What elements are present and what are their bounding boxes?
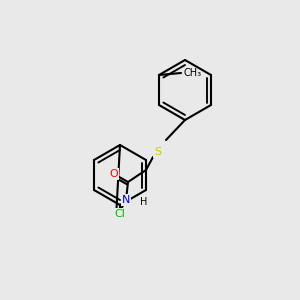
Text: N: N — [122, 195, 130, 205]
Text: H: H — [140, 197, 147, 207]
Text: CH₃: CH₃ — [183, 68, 201, 78]
Text: S: S — [154, 147, 162, 157]
Text: O: O — [110, 169, 118, 179]
Text: Cl: Cl — [115, 209, 125, 219]
